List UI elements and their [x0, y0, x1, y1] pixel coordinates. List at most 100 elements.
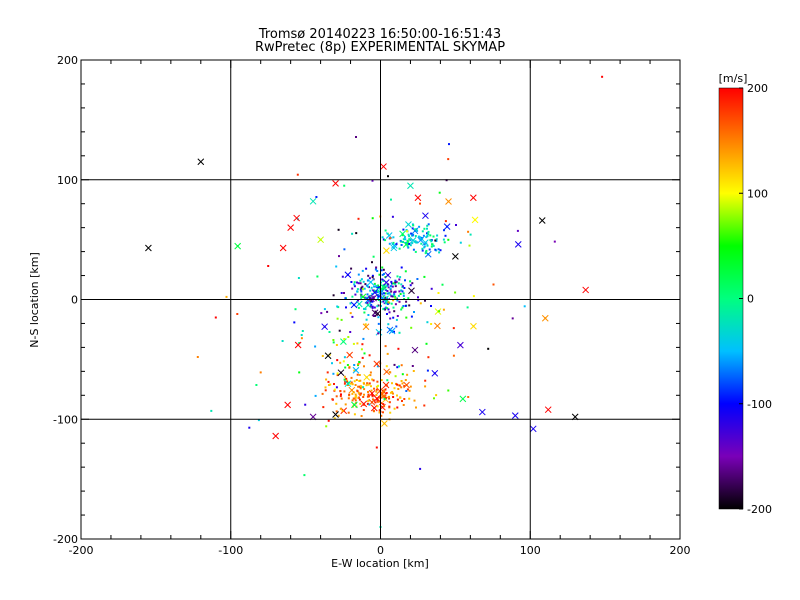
- x-marker: [445, 198, 452, 205]
- data-point: [384, 394, 387, 397]
- data-point: [349, 312, 352, 315]
- data-point: [396, 299, 399, 302]
- data-point: [410, 315, 413, 318]
- data-point: [390, 280, 393, 283]
- data-point: [441, 283, 444, 286]
- data-point: [366, 301, 369, 304]
- data-point: [372, 315, 375, 317]
- data-point: [347, 411, 350, 414]
- data-point: [432, 235, 435, 238]
- x-marker: [390, 244, 398, 252]
- data-point: [377, 316, 380, 319]
- data-point: [409, 284, 412, 287]
- data-point: [225, 295, 228, 298]
- data-point: [300, 337, 303, 340]
- data-point: [423, 275, 426, 278]
- y-tick-label: -100: [53, 413, 78, 426]
- data-point: [402, 228, 405, 231]
- data-point: [430, 305, 432, 307]
- data-point: [361, 343, 364, 346]
- x-marker: [373, 395, 381, 402]
- data-point: [373, 285, 376, 288]
- data-point: [393, 387, 396, 390]
- data-point: [325, 378, 328, 381]
- data-point: [357, 273, 360, 276]
- data-point: [421, 247, 424, 250]
- data-point: [365, 284, 368, 287]
- data-point: [336, 374, 339, 377]
- data-point: [359, 379, 362, 382]
- data-point: [396, 383, 399, 386]
- data-point: [400, 283, 403, 286]
- data-point: [341, 275, 344, 278]
- data-point: [375, 394, 378, 396]
- data-point: [401, 373, 404, 376]
- data-point: [281, 340, 284, 342]
- data-point: [371, 394, 374, 397]
- data-point: [390, 285, 392, 288]
- data-point: [340, 292, 343, 294]
- data-point: [353, 380, 356, 383]
- data-point: [430, 239, 433, 242]
- data-point: [437, 292, 440, 294]
- data-point: [369, 374, 372, 377]
- colorbar-tick-label: 0: [747, 293, 754, 306]
- data-point: [398, 331, 401, 334]
- data-point: [332, 294, 335, 297]
- data-point: [376, 400, 379, 403]
- data-point: [384, 306, 387, 309]
- data-point: [339, 361, 342, 364]
- data-point: [314, 394, 317, 397]
- data-point: [383, 273, 385, 275]
- data-point: [356, 288, 359, 291]
- data-point: [394, 297, 397, 300]
- x-marker: [371, 289, 379, 296]
- data-point: [349, 302, 352, 305]
- data-point: [386, 290, 389, 292]
- data-point: [356, 342, 359, 345]
- data-point: [384, 296, 387, 299]
- data-point: [357, 391, 360, 394]
- data-point: [369, 289, 372, 292]
- data-point: [369, 297, 371, 300]
- data-point: [392, 316, 395, 319]
- data-point: [390, 198, 392, 201]
- data-point: [408, 389, 411, 392]
- y-tick-label: 0: [71, 294, 78, 307]
- data-point: [384, 292, 387, 295]
- data-point: [314, 345, 317, 348]
- data-point: [257, 419, 260, 422]
- data-point: [402, 238, 405, 241]
- data-point: [387, 301, 390, 304]
- data-point: [382, 280, 385, 282]
- x-marker: [234, 242, 242, 250]
- data-point: [322, 406, 325, 409]
- data-point: [404, 379, 407, 381]
- data-point: [383, 285, 386, 288]
- data-point: [339, 390, 342, 392]
- data-point: [417, 296, 419, 299]
- data-point: [353, 364, 356, 366]
- data-point: [391, 285, 394, 288]
- data-point: [333, 388, 336, 391]
- x-marker: [309, 197, 317, 205]
- data-point: [371, 306, 374, 309]
- x-marker: [293, 214, 300, 222]
- data-point: [361, 356, 364, 359]
- data-point: [373, 387, 375, 390]
- data-point: [425, 342, 428, 345]
- data-point: [424, 252, 427, 255]
- data-point: [362, 409, 365, 411]
- data-point: [357, 299, 359, 302]
- data-point: [435, 238, 438, 241]
- data-point: [363, 311, 366, 314]
- data-point: [419, 202, 421, 205]
- data-point: [349, 331, 352, 333]
- x-marker: [470, 322, 477, 330]
- data-point: [392, 299, 395, 302]
- data-point: [408, 304, 411, 307]
- data-point: [401, 234, 404, 237]
- data-point: [336, 372, 339, 375]
- data-point: [321, 392, 324, 395]
- data-point: [426, 321, 429, 324]
